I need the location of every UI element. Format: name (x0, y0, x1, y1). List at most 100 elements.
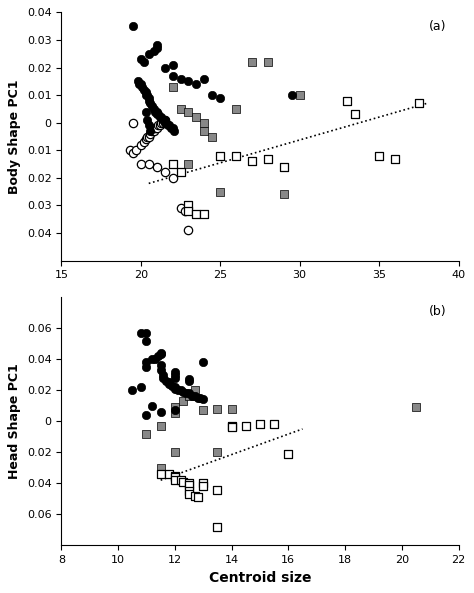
Point (185, 480, 193, 490)
Point (137, 55, 145, 64)
Point (137, 382, 145, 392)
Point (155, 110, 162, 119)
Point (194, 393, 201, 403)
Point (157, 469, 164, 479)
Point (143, 90, 151, 100)
Point (171, 471, 179, 480)
Point (145, 132, 153, 141)
Point (288, 90, 295, 100)
Point (143, 358, 150, 367)
Point (142, 107, 149, 116)
Point (143, 410, 150, 420)
Point (154, 351, 162, 361)
Point (256, 420, 264, 429)
Point (137, 140, 145, 149)
Point (158, 118, 165, 127)
Point (169, 160, 176, 169)
Point (180, 387, 187, 397)
Point (284, 449, 292, 458)
Point (191, 491, 199, 500)
Point (177, 203, 184, 213)
Point (185, 391, 193, 401)
Y-axis label: Head Shape PC1: Head Shape PC1 (9, 364, 21, 479)
Point (153, 107, 161, 116)
Point (171, 367, 179, 377)
Point (150, 46, 157, 56)
Point (145, 96, 153, 106)
Point (143, 132, 151, 141)
Point (148, 101, 156, 111)
Point (197, 393, 204, 403)
Point (137, 79, 145, 89)
Point (160, 370, 167, 380)
Point (145, 121, 153, 130)
Point (140, 58, 148, 67)
Point (164, 121, 172, 130)
Point (169, 60, 176, 69)
Point (200, 482, 207, 491)
Point (155, 121, 162, 130)
Point (156, 121, 164, 130)
Point (217, 151, 224, 161)
Point (185, 388, 193, 398)
Point (157, 348, 164, 358)
Point (280, 162, 288, 171)
Point (375, 151, 383, 161)
Point (214, 448, 221, 457)
Point (129, 148, 137, 158)
Point (180, 477, 187, 486)
Point (140, 85, 148, 94)
Point (171, 373, 179, 382)
Point (126, 145, 134, 155)
Point (157, 421, 164, 431)
Point (171, 406, 179, 415)
Point (143, 115, 151, 125)
Point (209, 90, 216, 100)
Point (192, 113, 200, 122)
Point (214, 484, 221, 494)
Point (232, 151, 240, 161)
Point (153, 162, 161, 171)
Point (159, 115, 167, 125)
Point (228, 421, 236, 431)
Point (171, 409, 179, 418)
Point (153, 43, 161, 53)
Point (248, 58, 256, 67)
Point (280, 190, 288, 199)
Point (128, 385, 136, 395)
Point (171, 370, 179, 380)
Point (150, 126, 157, 136)
Point (170, 126, 178, 136)
Point (169, 71, 176, 81)
Point (167, 123, 175, 133)
Point (137, 328, 145, 337)
Point (296, 90, 303, 100)
Point (209, 132, 216, 141)
Point (168, 381, 176, 390)
Point (201, 74, 208, 83)
Point (161, 118, 168, 127)
Point (138, 82, 146, 91)
Point (177, 168, 184, 177)
Point (136, 79, 143, 89)
Point (214, 522, 221, 531)
Point (200, 358, 207, 367)
Point (177, 104, 184, 114)
Point (171, 476, 179, 485)
Point (165, 380, 173, 389)
Point (151, 123, 159, 133)
Point (137, 160, 145, 169)
Point (201, 118, 208, 127)
Point (185, 160, 192, 169)
Point (157, 361, 164, 370)
X-axis label: Centroid size: Centroid size (209, 570, 311, 585)
Point (132, 145, 140, 155)
Point (143, 429, 150, 438)
Point (264, 58, 272, 67)
Point (177, 74, 184, 83)
Point (182, 206, 189, 216)
Point (415, 98, 423, 108)
Point (157, 407, 164, 417)
Point (352, 110, 359, 119)
Point (185, 225, 192, 235)
